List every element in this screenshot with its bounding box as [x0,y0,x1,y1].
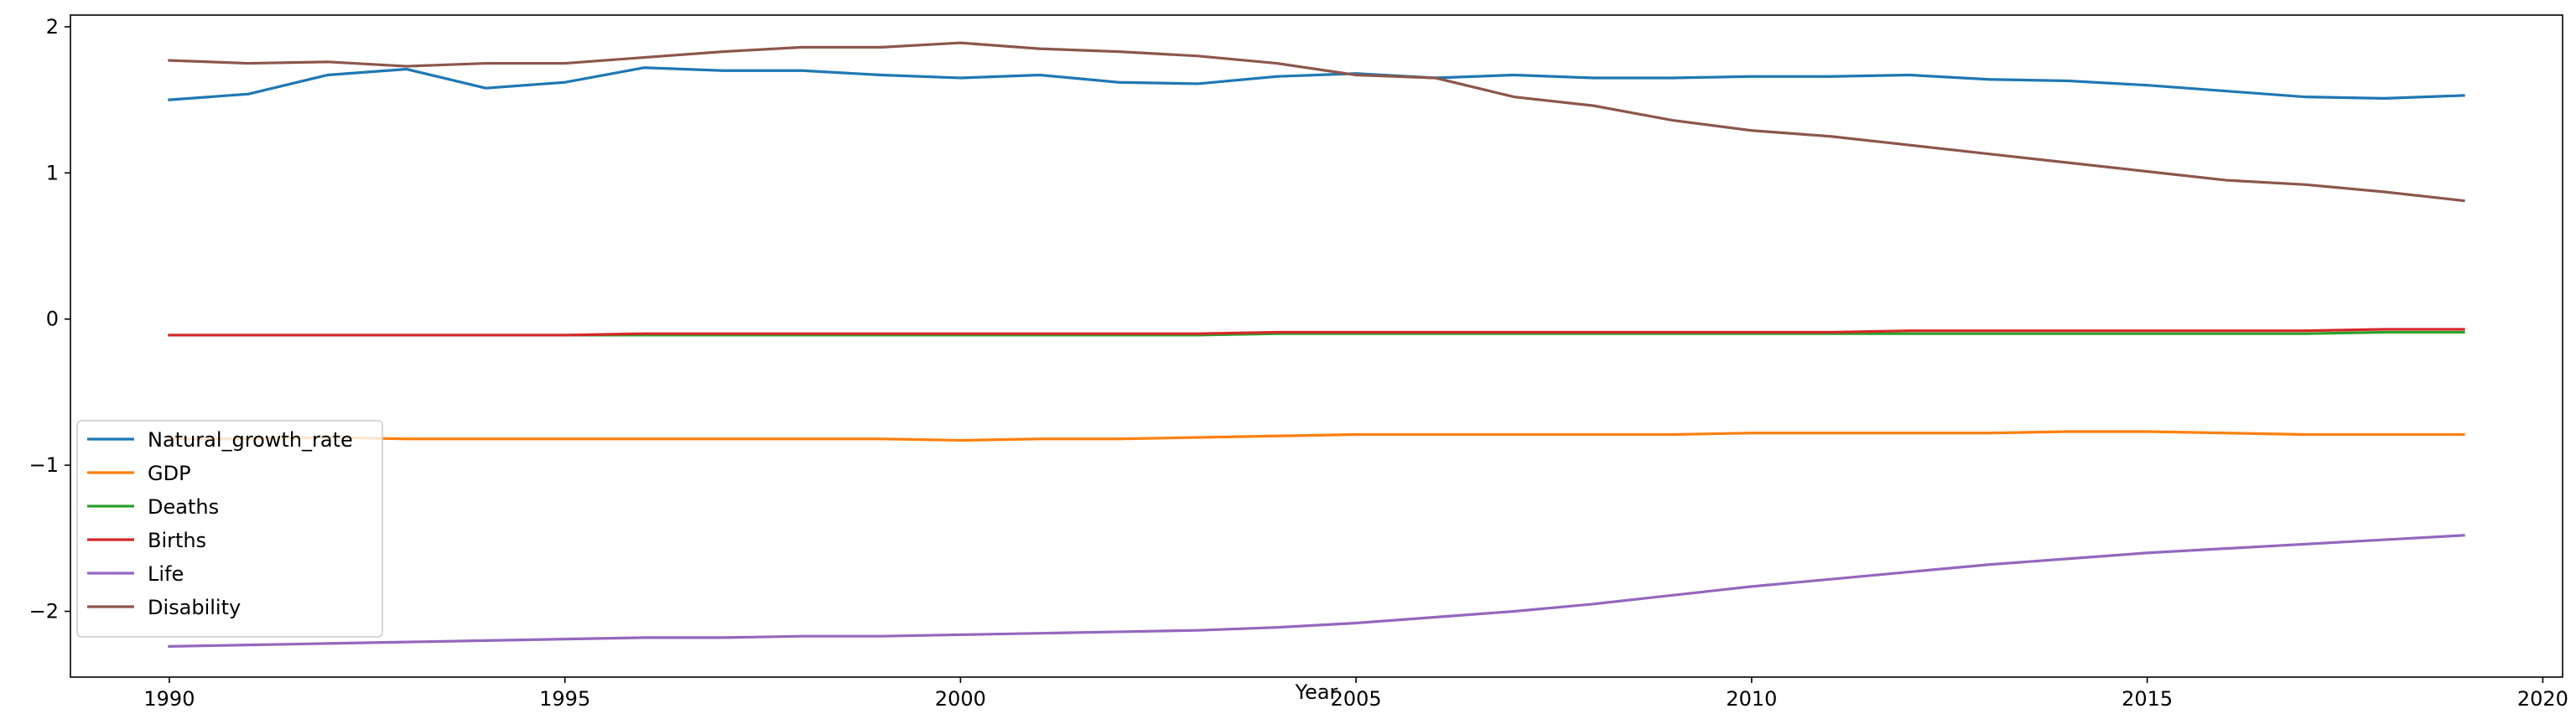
legend: Natural_growth_rate GDP Deaths Births Life Di… [76,420,383,638]
series-line-births [168,328,2465,337]
legend-label: Deaths [148,495,219,519]
series-line-gdp [168,430,2465,442]
x-tick-label: 1990 [143,687,195,711]
y-tick-label: −2 [29,600,59,623]
legend-label: Disability [148,596,241,619]
x-tick-label: 2000 [935,687,986,711]
x-tick-label: 2020 [2517,687,2568,711]
x-tick-label: 2015 [2122,687,2173,711]
y-tick-label: 2 [46,15,59,39]
y-tick-label: 0 [46,308,59,331]
y-tick-label: −1 [29,453,59,477]
x-axis-title: Year [1295,680,1338,704]
legend-label: Natural_growth_rate [148,428,353,452]
series-layer [168,41,2465,649]
series-line-disability [168,41,2465,203]
legend-label: Life [148,562,184,586]
x-tick-label: 1995 [539,687,590,711]
x-tick-label: 2010 [1726,687,1777,711]
series-line-life [168,534,2465,649]
x-axis: 1990 1995 2000 2005 2010 2015 2020 [143,677,2568,711]
legend-box [76,420,383,638]
legend-label: Births [148,529,206,552]
legend-label: GDP [148,462,191,485]
x-tick-label: 2005 [1331,687,1382,711]
series-line-natural-growth-rate [168,66,2465,101]
plot-frame [70,14,2563,678]
y-axis: −2 −1 0 1 2 [29,15,70,623]
y-tick-label: 1 [46,161,59,184]
